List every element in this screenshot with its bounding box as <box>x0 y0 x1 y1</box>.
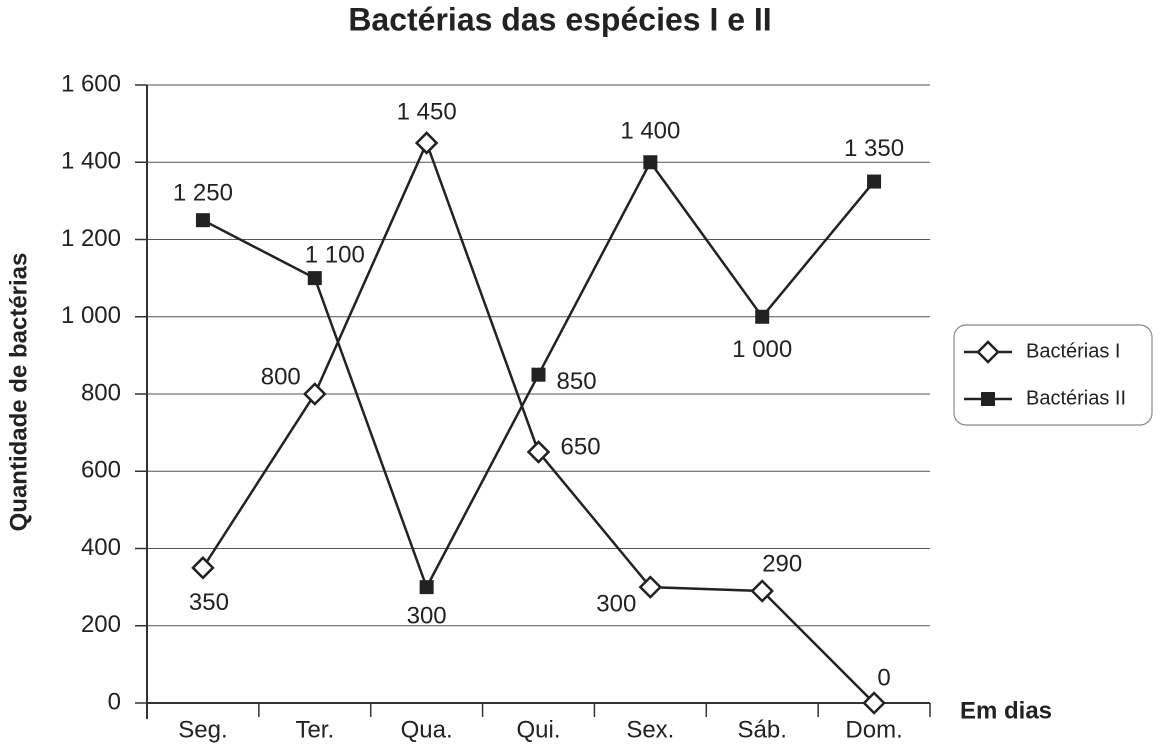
legend-label: Bactérias II <box>1026 387 1126 409</box>
data-label: 1 250 <box>173 180 233 207</box>
y-tick-label: 1 400 <box>61 148 121 175</box>
data-point <box>414 131 439 155</box>
x-tick-label: Sáb. <box>738 716 787 743</box>
x-tick-label: Ter. <box>295 716 334 743</box>
y-tick-label: 400 <box>81 534 121 561</box>
y-tick-label: 1 200 <box>61 225 121 252</box>
data-point <box>195 213 210 228</box>
data-label: 300 <box>596 590 636 617</box>
y-tick-label: 200 <box>81 611 121 638</box>
legend-label: Bactérias I <box>1026 340 1120 362</box>
data-label: 850 <box>557 368 597 395</box>
data-label: 290 <box>762 550 802 577</box>
x-tick-label: Qui. <box>516 716 560 743</box>
data-label: 650 <box>561 433 601 460</box>
data-label: 1 100 <box>305 241 365 268</box>
x-tick-label: Seg. <box>178 716 227 743</box>
data-point <box>303 382 327 406</box>
y-tick-label: 0 <box>108 688 121 715</box>
data-label: 1 450 <box>397 98 457 125</box>
y-tick-label: 1 000 <box>61 302 121 329</box>
data-label: 1 000 <box>732 336 792 363</box>
data-label: 800 <box>261 363 301 390</box>
data-point <box>526 440 551 464</box>
y-tick-label: 800 <box>81 379 121 406</box>
legend-marker <box>976 340 1000 364</box>
series-line <box>201 139 875 704</box>
data-label: 1 350 <box>844 135 904 162</box>
data-label: 300 <box>407 602 447 629</box>
data-point <box>643 155 658 170</box>
y-axis-title: Quantidade de bactérias <box>5 253 32 532</box>
x-tick-label: Sex. <box>626 716 674 743</box>
data-point <box>307 271 322 286</box>
data-point <box>191 556 215 580</box>
y-tick-label: 1 600 <box>61 70 121 97</box>
data-point <box>867 174 882 189</box>
x-axis-title: Em dias <box>960 697 1052 724</box>
data-point <box>755 309 770 324</box>
data-point <box>862 691 886 715</box>
data-label: 0 <box>877 664 890 691</box>
x-tick-label: Dom. <box>845 716 902 743</box>
y-tick-label: 600 <box>81 457 121 484</box>
data-point <box>750 579 774 603</box>
data-point <box>531 367 546 382</box>
data-label: 1 400 <box>620 118 680 145</box>
x-tick-label: Qua. <box>401 716 453 743</box>
data-point <box>419 580 434 595</box>
data-label: 350 <box>189 589 229 616</box>
chart-title: Bactérias das espécies I e II <box>348 1 771 37</box>
data-point <box>638 575 663 599</box>
legend-marker <box>981 392 995 406</box>
